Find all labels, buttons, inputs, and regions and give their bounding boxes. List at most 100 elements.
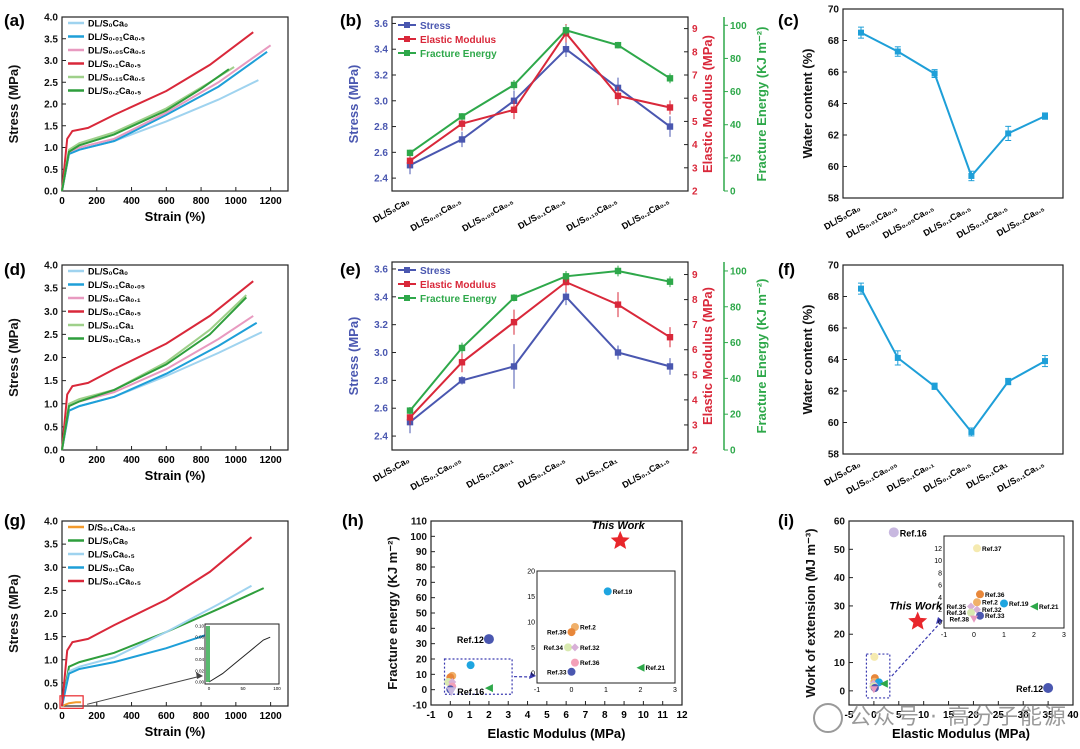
y-axis-label: Stress (MPa) bbox=[346, 65, 361, 144]
panel-h: (h)-1 0 1 2 3 4 5 6 7 8 9 10 11 12-100102030405060708… bbox=[342, 511, 688, 741]
inset-line bbox=[208, 636, 271, 683]
legend-entry: DL/S₀.₀₁Ca₀.₅ bbox=[88, 32, 145, 42]
x-tick-label: 30 bbox=[1018, 710, 1030, 721]
point-this-work bbox=[610, 530, 630, 549]
data-point-stress bbox=[614, 349, 622, 356]
inset-point-label-ref-34: Ref.34 bbox=[946, 610, 966, 617]
inset-point-ref-39 bbox=[567, 628, 576, 637]
inset-point-label-ref-2: Ref.2 bbox=[982, 600, 998, 607]
y-tick-label: 3.4 bbox=[374, 45, 388, 56]
legend-entry: DL/S₀.₁Ca₁.₅ bbox=[88, 334, 141, 344]
panel-g: (g)0 200 400 600 800 1000 12000.00.51.01.52.02… bbox=[4, 511, 289, 739]
y-tick-label: 3.0 bbox=[44, 307, 58, 318]
series-line-dl-s-ca bbox=[61, 280, 254, 451]
legend-entry: DL/S₀.₁Ca₀.₅ bbox=[88, 577, 141, 587]
legend-entry: DL/S₀.₁Ca₀.₀₅ bbox=[88, 280, 145, 290]
inset-y-tick-label: 4 bbox=[938, 595, 942, 602]
data-point-fracture-energy bbox=[562, 27, 570, 34]
inset-frame bbox=[204, 623, 280, 685]
watermark-text: 公众号 · 高分子能源 bbox=[849, 705, 1068, 730]
series-line-dl-s-ca bbox=[61, 536, 253, 707]
y-tick-label: 2.6 bbox=[374, 404, 388, 415]
legend: Stress Elastic Modulus Fracture Energy bbox=[398, 266, 497, 305]
legend-marker bbox=[404, 295, 410, 301]
y-tick-label: 3.5 bbox=[44, 540, 58, 551]
series-line-fracture-energy bbox=[409, 269, 671, 412]
data-point-elastic-modulus bbox=[562, 278, 570, 286]
inset-point-ref-21 bbox=[636, 663, 645, 672]
y-tick-label: 3.2 bbox=[374, 71, 388, 82]
x-tick-label: 600 bbox=[158, 711, 175, 722]
legend-marker bbox=[404, 281, 410, 287]
inset-y-tick-label: 6 bbox=[938, 583, 942, 590]
y-tick-label: 64 bbox=[828, 355, 840, 366]
series-line-elastic-modulus bbox=[409, 31, 671, 162]
y-axis-label: Stress (MPa) bbox=[6, 318, 21, 397]
y-tick-label: 62 bbox=[828, 387, 840, 398]
inset-point-label-ref-37: Ref.37 bbox=[982, 546, 1002, 553]
zoom-arrow bbox=[891, 621, 942, 677]
y-tick-label: -10 bbox=[413, 701, 428, 712]
x-tick-label: 1000 bbox=[225, 196, 248, 207]
category-label: DL/S₀.₁Ca₁ bbox=[574, 455, 619, 487]
x-tick-label: 0 bbox=[59, 711, 65, 722]
category-label: DL/S₀Ca₀ bbox=[371, 455, 411, 484]
x-tick-label: 1200 bbox=[259, 711, 282, 722]
x-tick-label: 8 bbox=[602, 710, 608, 721]
series-line-dl-s-ca bbox=[61, 31, 254, 192]
legend: D/S₀.₁Ca₀.₅ DL/S₀Ca₀ DL/S₀Ca₀.₅ DL/S₀.₁Ca₀ D… bbox=[68, 523, 141, 587]
point-label-ref-12: Ref.12 bbox=[1016, 684, 1043, 694]
y-tick-label: 58 bbox=[828, 450, 840, 461]
inset-point-ref-35 bbox=[967, 602, 975, 611]
y-tick-label: 4.0 bbox=[44, 261, 58, 272]
y-tick-label-right: 7 bbox=[692, 320, 698, 331]
y-axis-label: Stress (MPa) bbox=[6, 65, 21, 144]
y-tick-label: 1.5 bbox=[44, 632, 58, 643]
x-tick-label: 1200 bbox=[259, 455, 282, 466]
category-label: DL/S₀.₁Ca₀.₀₅ bbox=[409, 455, 463, 492]
y-tick-label-right: 9 bbox=[692, 270, 698, 281]
data-point-elastic-modulus bbox=[510, 318, 518, 326]
legend-entry: Stress bbox=[420, 21, 451, 32]
x-tick-label: 35 bbox=[1043, 710, 1055, 721]
y-tick-label: 2.0 bbox=[44, 609, 58, 620]
x-axis-label: Elastic Modulus (MPa) bbox=[892, 726, 1030, 741]
inset-x-tick-label: 1 bbox=[1002, 632, 1006, 639]
x-tick-label: 400 bbox=[123, 196, 140, 207]
y-tick-label: 2.5 bbox=[44, 586, 58, 597]
y-tick-label-right: 2 bbox=[692, 187, 698, 198]
y-tick-label-outer: 40 bbox=[730, 120, 742, 131]
y-tick-label: 3.5 bbox=[44, 284, 58, 295]
series-line-d-s-ca bbox=[61, 701, 82, 707]
y-axis-label: Water content (%) bbox=[800, 48, 815, 158]
water-content-point bbox=[968, 428, 975, 435]
y-tick-label: 1.0 bbox=[44, 655, 58, 666]
data-point-fracture-energy bbox=[666, 278, 674, 285]
y-tick-label: 58 bbox=[828, 194, 840, 205]
y-tick-label: 1.0 bbox=[44, 143, 58, 154]
data-point-fracture-energy bbox=[614, 267, 622, 275]
y-axis-label: Fracture Energy (KJ m⁻²) bbox=[754, 279, 769, 434]
zoom-arrow bbox=[87, 675, 202, 705]
y-tick-label-right: 9 bbox=[692, 24, 698, 35]
y-tick-label: 10 bbox=[834, 658, 846, 669]
x-tick-label: 10 bbox=[638, 710, 650, 721]
y-axis-label: Work of extension (MJ m⁻³) bbox=[803, 528, 818, 697]
y-tick-label: 100 bbox=[410, 532, 427, 543]
y-tick-label: 0.0 bbox=[44, 446, 58, 457]
x-axis-label: Strain (%) bbox=[145, 468, 206, 483]
water-content-point bbox=[894, 354, 901, 361]
series-line-dl-s-ca bbox=[61, 587, 265, 707]
y-tick-label-right: 3 bbox=[692, 420, 698, 431]
panel-label: (f) bbox=[778, 260, 795, 279]
x-tick-label: 1200 bbox=[259, 196, 282, 207]
series-line-stress bbox=[409, 47, 671, 167]
y-tick-label: 50 bbox=[416, 609, 428, 620]
category-label: DL/S₀.₀₁Ca₀.₅ bbox=[409, 196, 463, 233]
series-line-dl-s-ca bbox=[61, 331, 263, 451]
y-tick-label-outer: 20 bbox=[730, 410, 742, 421]
y-tick-label: 60 bbox=[416, 593, 428, 604]
inset-point-ref-32 bbox=[973, 605, 981, 614]
series-line-fracture-energy bbox=[409, 29, 671, 154]
